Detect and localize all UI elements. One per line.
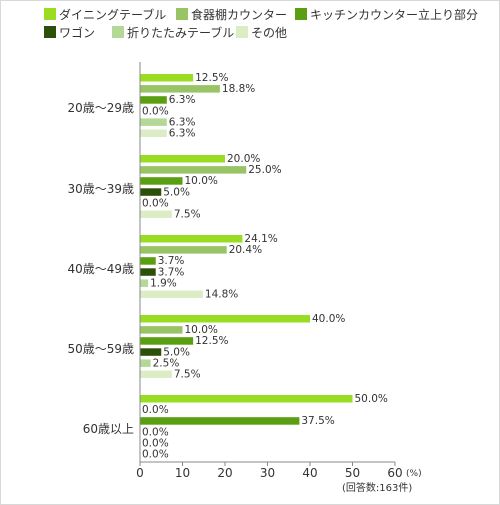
legend-item-cupboard-counter: 食器棚カウンター [176, 6, 287, 22]
data-label-other-1: 6.3% [169, 128, 196, 140]
legend-label-folding-table: 折りたたみテーブル [127, 25, 235, 40]
bar-kitchen-counter-1 [140, 96, 167, 104]
data-label-wagon-1: 0.0% [142, 105, 169, 117]
bar-other-1 [140, 129, 167, 137]
bar-dining-table-2 [140, 155, 225, 163]
data-label-kitchen-counter-5: 37.5% [301, 415, 334, 427]
legend-label-cupboard-counter: 食器棚カウンター [191, 7, 288, 22]
data-label-folding-table-3: 1.9% [150, 277, 177, 289]
bar-other-4 [140, 370, 172, 378]
legend-item-folding-table: 折りたたみテーブル [112, 24, 234, 40]
data-label-other-5: 0.0% [142, 449, 169, 461]
bar-dining-table-3 [140, 235, 243, 243]
data-label-kitchen-counter-4: 12.5% [195, 335, 228, 347]
data-label-wagon-5: 0.0% [142, 426, 169, 438]
legend-item-other: その他 [236, 24, 287, 40]
bar-kitchen-counter-2 [140, 177, 183, 185]
category-label-5: 60歳以上 [83, 422, 134, 436]
legend-swatch-dining-table [44, 8, 56, 20]
bar-kitchen-counter-4 [140, 337, 194, 345]
data-label-cupboard-counter-5: 0.0% [142, 404, 169, 416]
data-label-dining-table-2: 20.0% [227, 153, 260, 165]
data-label-kitchen-counter-3: 3.7% [158, 255, 185, 267]
x-tick-label-10: 10 [175, 466, 190, 480]
bar-other-2 [140, 210, 172, 218]
data-label-dining-table-5: 50.0% [355, 393, 388, 405]
data-label-cupboard-counter-2: 25.0% [248, 164, 281, 176]
data-label-dining-table-3: 24.1% [244, 233, 277, 245]
unit-label: (%) [406, 469, 422, 479]
legend-swatch-cupboard-counter [176, 8, 188, 20]
legend: ダイニングテーブル 食器棚カウンター キッチンカウンター立上り部分 ワゴン 折り… [0, 0, 500, 60]
bar-dining-table-1 [140, 74, 194, 82]
response-count-note: (回答数:163件) [342, 481, 412, 494]
bar-other-3 [140, 290, 203, 298]
data-label-dining-table-1: 12.5% [195, 72, 228, 84]
legend-swatch-kitchen-counter [295, 8, 307, 20]
legend-item-kitchen-counter: キッチンカウンター立上り部分 [295, 6, 478, 22]
bar-cupboard-counter-4 [140, 326, 183, 334]
data-label-folding-table-2: 0.0% [142, 197, 169, 209]
data-label-dining-table-4: 40.0% [312, 313, 345, 325]
bar-folding-table-1 [140, 118, 167, 126]
x-tick-label-0: 0 [136, 466, 144, 480]
data-label-folding-table-4: 2.5% [153, 357, 180, 369]
data-label-folding-table-5: 0.0% [142, 437, 169, 449]
data-label-other-4: 7.5% [174, 369, 201, 381]
bar-wagon-4 [140, 348, 162, 356]
category-label-1: 20歳〜29歳 [67, 101, 134, 115]
bar-cupboard-counter-2 [140, 166, 247, 174]
bar-folding-table-3 [140, 279, 149, 287]
data-label-kitchen-counter-1: 6.3% [169, 94, 196, 106]
bar-kitchen-counter-3 [140, 257, 156, 265]
legend-label-wagon: ワゴン [59, 25, 96, 40]
legend-item-wagon: ワゴン [44, 24, 95, 40]
bar-dining-table-4 [140, 315, 310, 323]
data-label-cupboard-counter-1: 18.8% [222, 83, 255, 95]
data-label-cupboard-counter-3: 20.4% [229, 244, 262, 256]
x-tick-label-40: 40 [302, 466, 317, 480]
bar-cupboard-counter-1 [140, 85, 220, 93]
data-label-kitchen-counter-2: 10.0% [185, 175, 218, 187]
legend-swatch-folding-table [112, 26, 124, 38]
data-label-wagon-3: 3.7% [158, 266, 185, 278]
data-label-other-2: 7.5% [174, 209, 201, 221]
data-label-cupboard-counter-4: 10.0% [185, 324, 218, 336]
legend-label-other: その他 [251, 25, 288, 40]
bar-dining-table-5 [140, 395, 353, 403]
bar-kitchen-counter-5 [140, 417, 300, 425]
legend-swatch-wagon [44, 26, 56, 38]
data-label-wagon-2: 5.0% [163, 186, 190, 198]
legend-swatch-other [236, 26, 248, 38]
x-tick-label-20: 20 [217, 466, 232, 480]
x-tick-label-60: 60 [387, 466, 402, 480]
legend-label-kitchen-counter: キッチンカウンター立上り部分 [310, 7, 479, 22]
bar-wagon-2 [140, 188, 162, 196]
category-label-2: 30歳〜39歳 [67, 182, 134, 196]
data-label-folding-table-1: 6.3% [169, 116, 196, 128]
data-label-other-3: 14.8% [205, 289, 238, 301]
x-tick-label-30: 30 [260, 466, 275, 480]
legend-item-dining-table: ダイニングテーブル [44, 6, 166, 22]
bar-folding-table-4 [140, 359, 151, 367]
bar-cupboard-counter-3 [140, 246, 227, 254]
bar-wagon-3 [140, 268, 156, 276]
category-label-3: 40歳〜49歳 [67, 262, 134, 276]
legend-label-dining-table: ダイニングテーブル [59, 7, 167, 22]
x-tick-label-50: 50 [345, 466, 360, 480]
category-label-4: 50歳〜59歳 [67, 342, 134, 356]
data-label-wagon-4: 5.0% [163, 346, 190, 358]
